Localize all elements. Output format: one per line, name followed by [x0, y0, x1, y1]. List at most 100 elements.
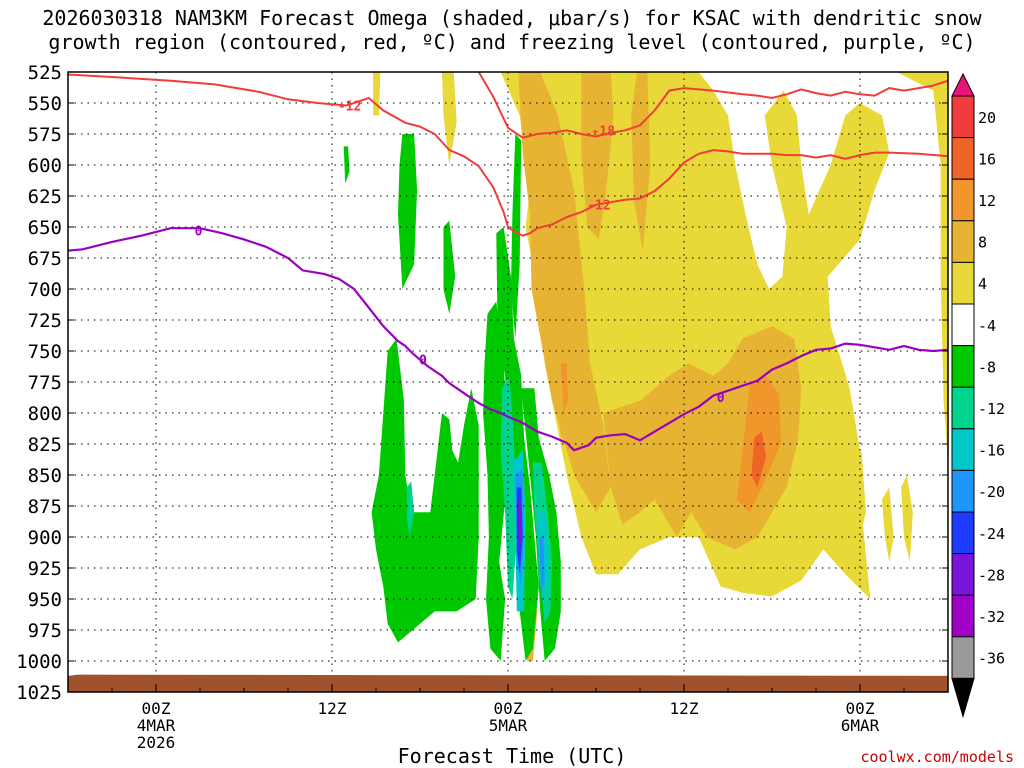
colorbar-label: -16 — [978, 442, 1005, 460]
colorbar-segment — [951, 178, 975, 222]
x-tick-label: 12Z — [670, 699, 699, 718]
colorbar-segment — [951, 261, 975, 305]
y-tick-label: 600 — [28, 155, 62, 177]
y-tick-label: 925 — [28, 558, 62, 580]
y-tick-label: 675 — [28, 248, 62, 270]
colorbar-label: -12 — [978, 400, 1005, 418]
y-tick-label: 850 — [28, 465, 62, 487]
y-tick-label: 950 — [28, 589, 62, 611]
colorbar-segment — [951, 345, 975, 388]
y-axis: 525 550 575 600 625 650 675 700 725 750 775 800 825 8… — [16, 62, 948, 704]
contour-lines: 0 0 0 -12 -18 -12 — [67, 71, 949, 452]
y-tick-label: 900 — [28, 527, 62, 549]
colorbar-segment — [951, 469, 975, 513]
dgz-label: -12 — [338, 99, 361, 114]
dgz-contour-minus18 — [477, 71, 949, 139]
omega-region-neg8 — [406, 481, 415, 537]
x-tick-date: 4MAR — [137, 716, 176, 735]
colorbar-segment — [951, 386, 975, 430]
colorbar-label: -4 — [978, 317, 996, 335]
y-tick-label: 650 — [28, 217, 62, 239]
omega-region-neg4 — [483, 301, 508, 661]
y-tick-label: 575 — [28, 124, 62, 146]
omega-region-pos8 — [631, 72, 651, 252]
ground-terrain — [68, 674, 948, 692]
x-tick-label: 00Z — [142, 699, 171, 718]
y-tick-label: 825 — [28, 434, 62, 456]
omega-region-neg4 — [371, 338, 479, 643]
omega-region-pos16 — [751, 431, 767, 488]
omega-region-pos8 — [581, 72, 614, 240]
y-tick-label: 875 — [28, 496, 62, 518]
omega-region-neg4 — [398, 134, 418, 289]
colorbar-segment — [951, 303, 975, 347]
y-tick-label: 525 — [28, 62, 62, 84]
colorbar-segment — [951, 594, 975, 638]
x-tick-year: 2026 — [137, 733, 176, 752]
colorbar-label: -24 — [978, 525, 1005, 543]
colorbar-segment — [951, 511, 975, 555]
omega-region-neg24 — [517, 499, 522, 562]
colorbar-segment — [951, 428, 975, 471]
colorbar-segment — [951, 220, 975, 263]
x-tick-label: 00Z — [494, 699, 523, 718]
omega-region-neg4 — [510, 134, 522, 339]
y-tick-label: 750 — [28, 341, 62, 363]
colorbar-label: -28 — [978, 566, 1005, 584]
x-tick-date: 6MAR — [841, 716, 880, 735]
colorbar-label: -8 — [978, 358, 996, 376]
colorbar-segment — [951, 95, 975, 139]
ground-layer — [68, 674, 948, 692]
y-tick-label: 625 — [28, 186, 62, 208]
y-tick-label: 550 — [28, 93, 62, 115]
chart-title-line1: 2026030318 NAM3KM Forecast Omega (shaded… — [42, 6, 982, 30]
omega-region-neg16 — [538, 537, 545, 593]
freezing-level-label: 0 — [195, 225, 203, 240]
omega-region-neg4 — [343, 146, 350, 184]
omega-region-neg8 — [500, 375, 517, 599]
colorbar-label: 20 — [978, 109, 996, 127]
dgz-contour-minus12 — [67, 73, 949, 237]
colorbar-segment — [951, 137, 975, 180]
credit-text: coolwx.com/models — [860, 748, 1014, 766]
y-tick-label: 725 — [28, 310, 62, 332]
omega-region-pos12 — [560, 363, 569, 413]
omega-region-pos8 — [518, 72, 611, 513]
colorbar-segment — [951, 553, 975, 596]
colorbar-top-arrow — [951, 72, 975, 97]
colorbar-label: 16 — [978, 150, 996, 168]
colorbar-label: -20 — [978, 483, 1005, 501]
colorbar-label: 12 — [978, 192, 996, 210]
colorbar-label: 4 — [978, 275, 987, 293]
freezing-level-label: 0 — [419, 354, 427, 369]
x-axis-title: Forecast Time (UTC) — [397, 744, 627, 768]
y-tick-label: 775 — [28, 372, 62, 394]
colorbar-label: -32 — [978, 608, 1005, 626]
dgz-label: -12 — [587, 199, 610, 214]
y-tick-label: 1025 — [16, 682, 62, 704]
omega-region-pos4 — [373, 72, 381, 116]
colorbar-label: 8 — [978, 234, 987, 252]
colorbar-label: -36 — [978, 650, 1005, 668]
dgz-label: -18 — [592, 124, 616, 139]
y-tick-label: 1000 — [16, 651, 62, 673]
omega-region-pos4 — [882, 487, 894, 562]
omega-region-pos4 — [896, 72, 948, 463]
colorbar: 20 16 12 8 4 -4 -8 -12 -16 -20 -24 -28 -32 -36 — [951, 72, 1005, 719]
y-tick-label: 800 — [28, 403, 62, 425]
omega-shading — [343, 72, 948, 661]
x-tick-label: 00Z — [846, 699, 875, 718]
colorbar-segment — [951, 636, 975, 679]
chart-title-line2: growth region (contoured, red, ºC) and f… — [48, 30, 976, 54]
colorbar-bottom-arrow — [951, 677, 975, 719]
x-tick-label: 12Z — [318, 699, 347, 718]
y-tick-label: 700 — [28, 279, 62, 301]
x-tick-date: 5MAR — [489, 716, 528, 735]
omega-region-pos4 — [442, 72, 457, 165]
freezing-level-label: 0 — [717, 391, 725, 406]
y-tick-label: 975 — [28, 620, 62, 642]
omega-region-neg4 — [443, 220, 456, 314]
omega-region-pos4 — [852, 450, 866, 537]
freezing-level-contour — [67, 227, 949, 452]
